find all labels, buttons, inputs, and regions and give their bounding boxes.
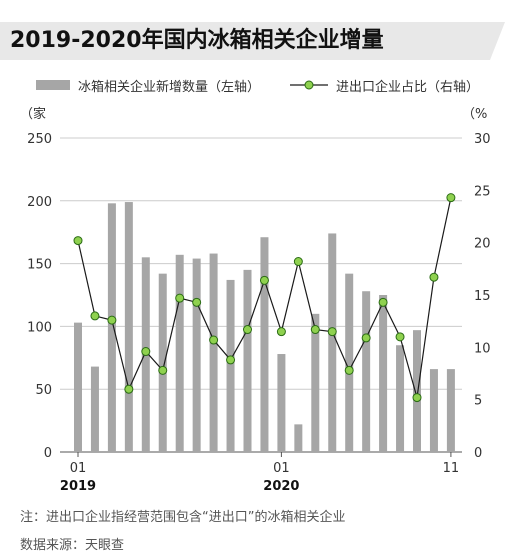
- y-right-tick-label: 10: [474, 341, 491, 356]
- line-point: [226, 355, 236, 365]
- bar: [243, 269, 252, 452]
- y-left-tick-label: 150: [27, 258, 52, 273]
- line-point: [90, 311, 100, 321]
- line-point: [107, 315, 117, 325]
- bar: [379, 295, 388, 452]
- x-tick-label: 01: [70, 461, 87, 476]
- line-point: [243, 325, 252, 335]
- y-right-tick-label: 25: [474, 184, 491, 199]
- title-band-shape: [0, 22, 505, 60]
- bar: [396, 345, 405, 452]
- bar: [175, 254, 184, 452]
- legend-bar-label: 冰箱相关企业新增数量（左轴）: [78, 79, 261, 95]
- line-point: [175, 293, 185, 303]
- line-point: [344, 365, 354, 375]
- line-point: [192, 297, 202, 307]
- legend-bar-swatch: [36, 80, 70, 90]
- bar: [260, 237, 269, 452]
- y-left-tick-label: 100: [27, 320, 52, 335]
- line-point: [429, 272, 439, 282]
- line-point: [412, 393, 422, 403]
- line-point: [259, 275, 269, 285]
- line-point: [276, 327, 286, 337]
- line-point: [327, 327, 337, 337]
- chart-title: 2019-2020年国内冰箱相关企业增量: [10, 28, 384, 53]
- bar: [446, 369, 455, 452]
- bar: [74, 322, 82, 452]
- y-right-unit: （%: [462, 107, 487, 122]
- y-left-tick-label: 50: [35, 383, 52, 398]
- bar: [226, 279, 235, 452]
- y-right-tick-label: 15: [474, 289, 491, 304]
- line-point: [446, 193, 456, 203]
- legend-item-line: 进出口企业占比（右轴）: [290, 72, 479, 98]
- line-point: [378, 297, 388, 307]
- line-point: [73, 236, 83, 246]
- y-right-tick-label: 20: [474, 237, 491, 252]
- bar: [429, 369, 438, 452]
- bar: [158, 273, 167, 452]
- x-year-label: 2019: [60, 479, 96, 494]
- line-point: [141, 347, 151, 357]
- y-right-tick-label: 5: [474, 394, 482, 409]
- bar: [345, 273, 354, 452]
- bar: [192, 258, 201, 452]
- bar: [328, 233, 337, 452]
- legend-item-bar: 冰箱相关企业新增数量（左轴）: [36, 72, 260, 98]
- legend-line-marker: [304, 80, 314, 90]
- line-point: [209, 335, 219, 345]
- y-left-tick-label: 250: [27, 132, 52, 147]
- line-point: [124, 384, 134, 394]
- line-point: [158, 365, 168, 375]
- bar: [311, 313, 320, 452]
- y-left-tick-label: 200: [27, 195, 52, 210]
- bar: [294, 424, 303, 452]
- bar: [209, 253, 218, 452]
- x-tick-label: 01: [273, 461, 290, 476]
- line-point: [310, 325, 320, 335]
- bar: [362, 291, 371, 452]
- y-left-tick-label: 0: [44, 446, 52, 461]
- data-source: 数据来源：天眼查: [20, 538, 125, 553]
- y-left-unit: （家: [20, 106, 46, 122]
- legend: 冰箱相关企业新增数量（左轴） 进出口企业占比（右轴）: [0, 72, 520, 98]
- y-right-tick-label: 30: [474, 132, 491, 147]
- line-point: [395, 332, 405, 342]
- x-tick-label: 11: [443, 461, 460, 476]
- bar: [277, 354, 286, 452]
- line-point: [361, 333, 371, 343]
- bar: [90, 366, 99, 452]
- line-point: [293, 257, 303, 267]
- legend-line-swatch: [290, 80, 328, 90]
- y-right-tick-label: 0: [474, 446, 482, 461]
- chart-note: 注：进出口企业指经营范围包含“进出口”的冰箱相关企业: [20, 510, 346, 525]
- legend-line-label: 进出口企业占比（右轴）: [336, 79, 480, 95]
- bar: [107, 203, 116, 452]
- x-year-label: 2020: [263, 479, 299, 494]
- bar: [124, 202, 133, 452]
- title-band: [0, 22, 505, 60]
- bar: [413, 330, 421, 452]
- legend-bar-rect: [36, 80, 70, 90]
